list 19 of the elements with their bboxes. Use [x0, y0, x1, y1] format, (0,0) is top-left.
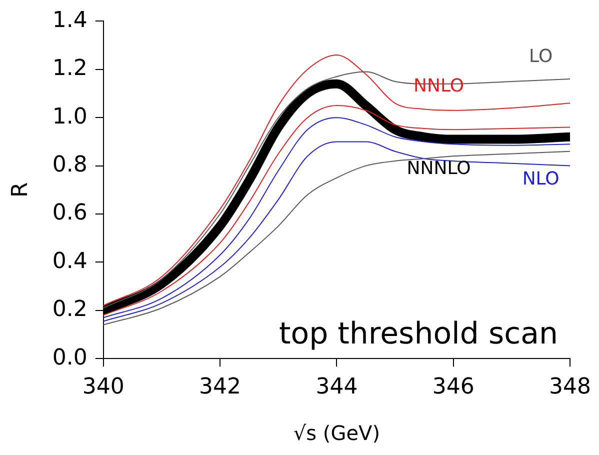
x-tick-label: 346: [432, 374, 474, 400]
y-tick-label: 0.6: [52, 200, 88, 226]
x-tick-label: 342: [199, 374, 242, 400]
y-tick-label: 0.8: [52, 152, 88, 178]
y-tick-label: 0.2: [52, 297, 88, 322]
x-tick-label: 344: [316, 374, 358, 400]
series-label: NNNLO: [406, 158, 471, 179]
y-tick-label: 1.4: [52, 8, 88, 33]
series-label: LO: [529, 46, 553, 67]
y-tick-label: 1.2: [52, 56, 88, 82]
x-tick-label: 340: [82, 374, 124, 400]
annotation: top threshold scan: [278, 316, 558, 352]
y-tick-label: 0.4: [52, 248, 88, 274]
series-label: NLO: [522, 168, 560, 190]
y-tick-label: 0.0: [52, 345, 88, 370]
y-axis-title: R: [8, 182, 33, 198]
x-tick-label: 348: [549, 374, 592, 400]
x-axis-title: √s (GeV): [293, 421, 380, 446]
y-tick-label: 1.0: [52, 104, 88, 130]
